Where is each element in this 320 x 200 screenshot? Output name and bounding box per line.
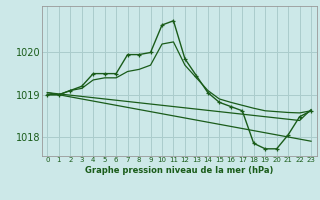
X-axis label: Graphe pression niveau de la mer (hPa): Graphe pression niveau de la mer (hPa) [85, 166, 273, 175]
